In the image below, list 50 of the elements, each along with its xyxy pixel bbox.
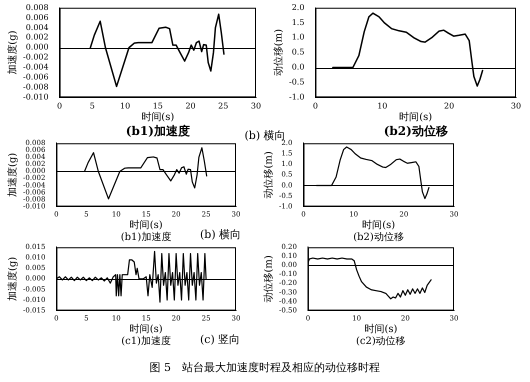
y-tick-label: -0.008 [22, 82, 49, 92]
y-axis-title: 动位移(m) [272, 28, 285, 76]
y-tick-label: 0.002 [26, 32, 49, 42]
text: (c1)加速度 [121, 336, 171, 347]
text: (b) 横向 [244, 129, 286, 142]
x-tick-label: 10 [377, 101, 388, 110]
y-axis-title: 加速度(g) [6, 152, 19, 198]
y-tick-label: 0.5 [292, 48, 304, 57]
y-tick-label: -0.002 [22, 52, 49, 62]
text: (b1)加速度 [120, 232, 172, 243]
y-tick-label: 0.0 [292, 62, 304, 72]
x-tick-label: 5 [90, 101, 95, 110]
y-tick-label: 0.008 [26, 2, 49, 12]
text: (b2)动位移 [384, 124, 448, 138]
text: (b) 横向 [200, 228, 242, 241]
text: (b2)动位移 [353, 232, 404, 243]
y-tick-label: 0.000 [26, 42, 49, 52]
x-tick-label: 30 [250, 101, 262, 110]
y-axis-title: 加速度(g) [6, 256, 19, 302]
x-tick-label: 30 [510, 101, 522, 110]
text: (b1)加速度 [126, 124, 190, 138]
y-tick-label: 1.5 [292, 18, 304, 27]
y-tick-label: 2.0 [292, 2, 304, 12]
x-axis-title: 时间(s) [399, 112, 432, 123]
x-axis-title: 时间(s) [141, 112, 174, 123]
x-tick-label: 0 [312, 101, 318, 110]
y-tick-label: 1.0 [292, 32, 304, 42]
text: (c2)动位移 [356, 336, 406, 347]
y-tick-label: -0.5 [288, 78, 304, 87]
y-tick-label: -0.010 [22, 92, 49, 102]
caption: 图 5 站台最大加速度时程及相应的动位移时程 [150, 361, 380, 374]
x-axis-title: 时间(s) [362, 220, 396, 231]
x-axis-title: 时间(s) [130, 220, 163, 231]
x-axis-title: 时间(s) [364, 324, 398, 335]
y-tick-label: 0.004 [26, 22, 49, 32]
x-tick-label: 15 [152, 101, 163, 110]
x-tick-label: 20 [444, 101, 454, 110]
y-axis-title: 动位移(m) [262, 151, 275, 199]
x-axis-title: 时间(s) [130, 324, 163, 335]
x-tick-label: 10 [120, 101, 130, 110]
text: (c) 竖向 [200, 333, 240, 346]
y-axis-title: 加速度(g) [6, 30, 19, 75]
y-tick-label: -0.006 [22, 72, 49, 82]
x-tick-label: 25 [218, 101, 228, 110]
x-tick-label: 20 [185, 101, 196, 110]
y-tick-label: -1.0 [288, 92, 304, 102]
y-axis-title: 动位移(m) [262, 255, 275, 303]
y-tick-label: -0.004 [22, 62, 49, 72]
y-tick-label: 0.006 [26, 12, 49, 22]
x-tick-label: 0 [57, 101, 62, 110]
